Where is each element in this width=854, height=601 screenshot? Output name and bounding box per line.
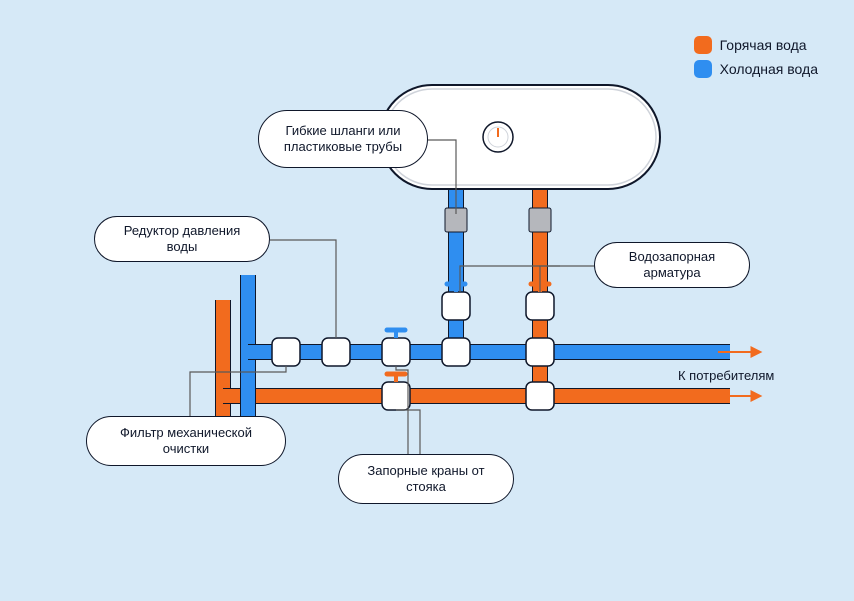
- callout-reducer: Редуктор давления воды: [94, 216, 270, 262]
- callout-risershutoff: Запорные краны от стояка: [338, 454, 514, 504]
- callout-shutoff: Водозапорная арматура: [594, 242, 750, 288]
- diagram-svg: [0, 0, 854, 601]
- outputs-label: К потребителям: [678, 368, 774, 383]
- callout-hoses: Гибкие шланги или пластиковые трубы: [258, 110, 428, 168]
- callout-filter: Фильтр механической очистки: [86, 416, 286, 466]
- diagram-canvas: Горячая вода Холодная вода К потребителя…: [0, 0, 854, 601]
